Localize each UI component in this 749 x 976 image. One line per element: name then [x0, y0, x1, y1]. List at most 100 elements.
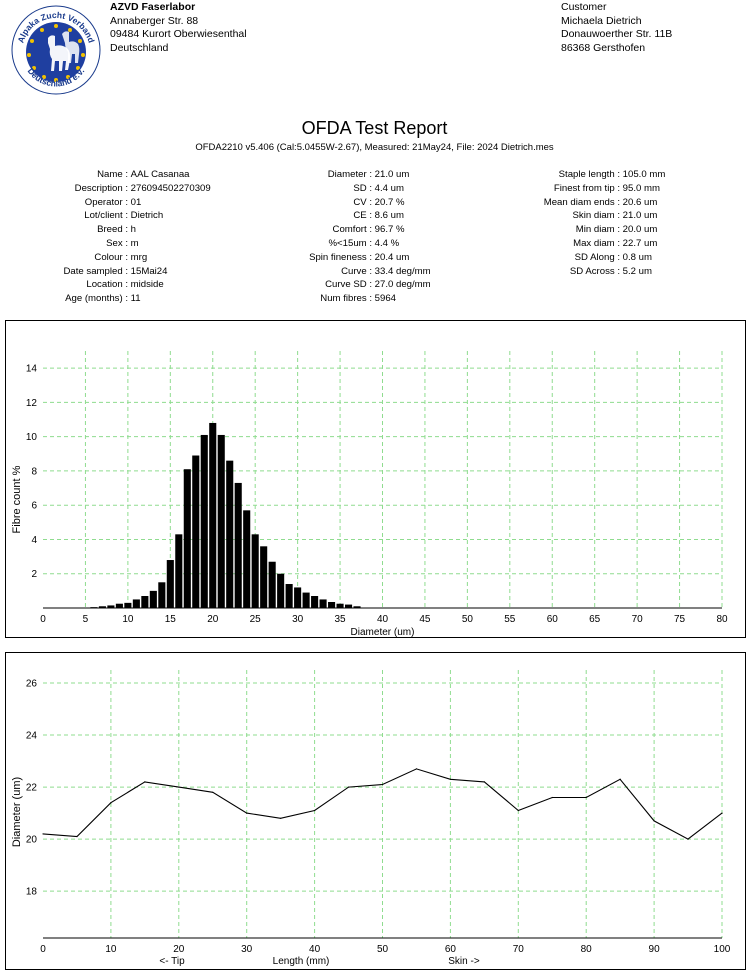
- histogram-bar: [251, 534, 259, 608]
- x-tick-label: 0: [40, 944, 46, 955]
- profile-point: [619, 778, 621, 780]
- stat-value: 4.4 %: [374, 237, 400, 249]
- x-axis-skin-label: Skin ->: [448, 956, 480, 967]
- histogram-bar: [243, 510, 251, 608]
- x-tick-label: 15: [165, 614, 177, 625]
- lab-country: Deutschland: [110, 41, 169, 54]
- info-label: Age (months) :: [65, 293, 128, 305]
- stat-value: 5.2 um: [622, 265, 653, 277]
- histogram-bar: [209, 422, 217, 608]
- profile-point: [178, 786, 180, 788]
- diameter-stats-column: Diameter : 21.0 um SD : 4.4 um CV : 20.7…: [252, 168, 431, 306]
- profile-point: [381, 783, 384, 786]
- x-tick-label: 5: [83, 614, 89, 625]
- lab-city: 09484 Kurort Oberwiesenthal: [110, 28, 247, 41]
- x-tick-label: 80: [716, 614, 728, 625]
- lab-address: AZVD Faserlabor Annaberger Str. 88 09484…: [110, 1, 247, 55]
- histogram-bar: [192, 455, 200, 608]
- stat-label: Curve SD :: [325, 279, 372, 291]
- info-value: mrg: [130, 251, 148, 263]
- stat-value: 20.6 um: [622, 196, 658, 208]
- x-tick-label: 75: [674, 614, 686, 625]
- stat-row-sd: SD : 4.4 um: [252, 182, 431, 196]
- stat-row-staple-length: Staple length : 105.0 mm: [500, 168, 666, 182]
- histogram-bar: [175, 534, 183, 608]
- stat-label: %<15um :: [328, 237, 372, 249]
- stat-label: SD :: [353, 182, 372, 194]
- stat-label: Spin fineness :: [309, 251, 372, 263]
- info-value: AAL Casanaa: [130, 169, 190, 180]
- stat-label: Finest from tip :: [553, 182, 620, 194]
- x-tick-label: 35: [335, 614, 347, 625]
- histogram-bar: [149, 590, 157, 608]
- profile-point: [721, 812, 723, 814]
- lab-name: AZVD Faserlabor: [110, 1, 196, 13]
- stat-row-mean-diam-ends: Mean diam ends : 20.6 um: [500, 196, 665, 210]
- histogram-bar: [158, 582, 166, 608]
- profile-point: [246, 812, 248, 814]
- info-row-operator: Operator : 01: [20, 196, 211, 210]
- customer-heading: Customer: [561, 1, 607, 13]
- profile-point: [551, 796, 553, 799]
- stat-label: CE :: [353, 210, 372, 222]
- stat-value: 95.0 mm: [622, 182, 660, 194]
- x-tick-label: 55: [504, 614, 516, 625]
- x-tick-label: 25: [250, 614, 262, 625]
- customer-name: Michaela Dietrich: [561, 14, 642, 27]
- x-tick-label: 60: [547, 614, 559, 625]
- info-row-colour: Colour : mrg: [20, 251, 211, 265]
- y-tick-label: 10: [26, 432, 38, 443]
- info-row-location: Location : midside: [20, 278, 211, 292]
- x-tick-label: 40: [377, 614, 389, 625]
- x-tick-label: 20: [207, 614, 219, 625]
- stat-row-skin-diam: Skin diam : 21.0 um: [500, 209, 665, 223]
- stat-value: 21.0 um: [374, 169, 410, 180]
- stat-value: 22.7 um: [622, 237, 658, 249]
- x-axis-tip-label: <- Tip: [159, 956, 185, 967]
- diameter-profile-panel: 0 10 20 30 40 50 60 70 80 90 100 18 20 22 24 26 Length (…: [5, 652, 746, 970]
- x-tick-label: 90: [649, 944, 661, 955]
- histogram-bar: [328, 602, 336, 608]
- histogram-bar: [124, 602, 132, 608]
- info-value: m: [130, 237, 139, 249]
- stat-label: Staple length :: [558, 169, 620, 180]
- histogram-bar: [115, 603, 123, 608]
- stat-value: 20.7 %: [374, 196, 405, 208]
- histogram-bar: [319, 599, 327, 608]
- x-tick-label: 30: [241, 944, 253, 955]
- histogram-bar: [268, 561, 276, 608]
- stat-label: SD Along :: [574, 251, 620, 263]
- y-tick-label: 12: [26, 398, 38, 409]
- info-label: Lot/client :: [84, 210, 128, 222]
- histogram-bar: [345, 604, 353, 608]
- stat-row-num-fibres: Num fibres : 5964: [252, 292, 431, 306]
- histogram-bar: [285, 584, 293, 608]
- customer-street: Donauwoerther Str. 11B: [561, 28, 673, 41]
- stat-label: Mean diam ends :: [543, 196, 620, 208]
- info-row-name: Name : AAL Casanaa: [20, 168, 211, 182]
- stat-row-max-diam: Max diam : 22.7 um: [500, 237, 665, 251]
- stat-label: Diameter :: [327, 169, 372, 180]
- customer-address: Customer Michaela Dietrich Donauwoerther…: [561, 1, 672, 55]
- stat-row-spin-fineness: Spin fineness : 20.4 um: [252, 251, 431, 265]
- histogram-bar: [260, 546, 268, 608]
- stat-value: 27.0 deg/mm: [374, 279, 431, 291]
- x-tick-label: 70: [632, 614, 644, 625]
- x-axis-title: Length (mm): [273, 956, 330, 967]
- y-tick-label: 22: [26, 783, 38, 794]
- profile-point: [415, 768, 418, 770]
- profile-point: [76, 835, 78, 838]
- x-tick-label: 10: [105, 944, 117, 955]
- y-tick-label: 18: [26, 887, 38, 898]
- profile-point: [280, 817, 282, 819]
- stat-row-min-diam: Min diam : 20.0 um: [500, 223, 665, 237]
- info-value: 15Mai24: [130, 265, 168, 277]
- stat-value: 4.4 um: [374, 182, 405, 194]
- x-tick-label: 60: [445, 944, 457, 955]
- profile-point: [483, 781, 485, 783]
- y-tick-label: 2: [31, 569, 37, 580]
- histogram-bar: [107, 605, 115, 608]
- stat-row-cv: CV : 20.7 %: [252, 196, 431, 210]
- x-axis-title: Diameter (um): [351, 627, 415, 637]
- info-label: Description :: [74, 182, 128, 194]
